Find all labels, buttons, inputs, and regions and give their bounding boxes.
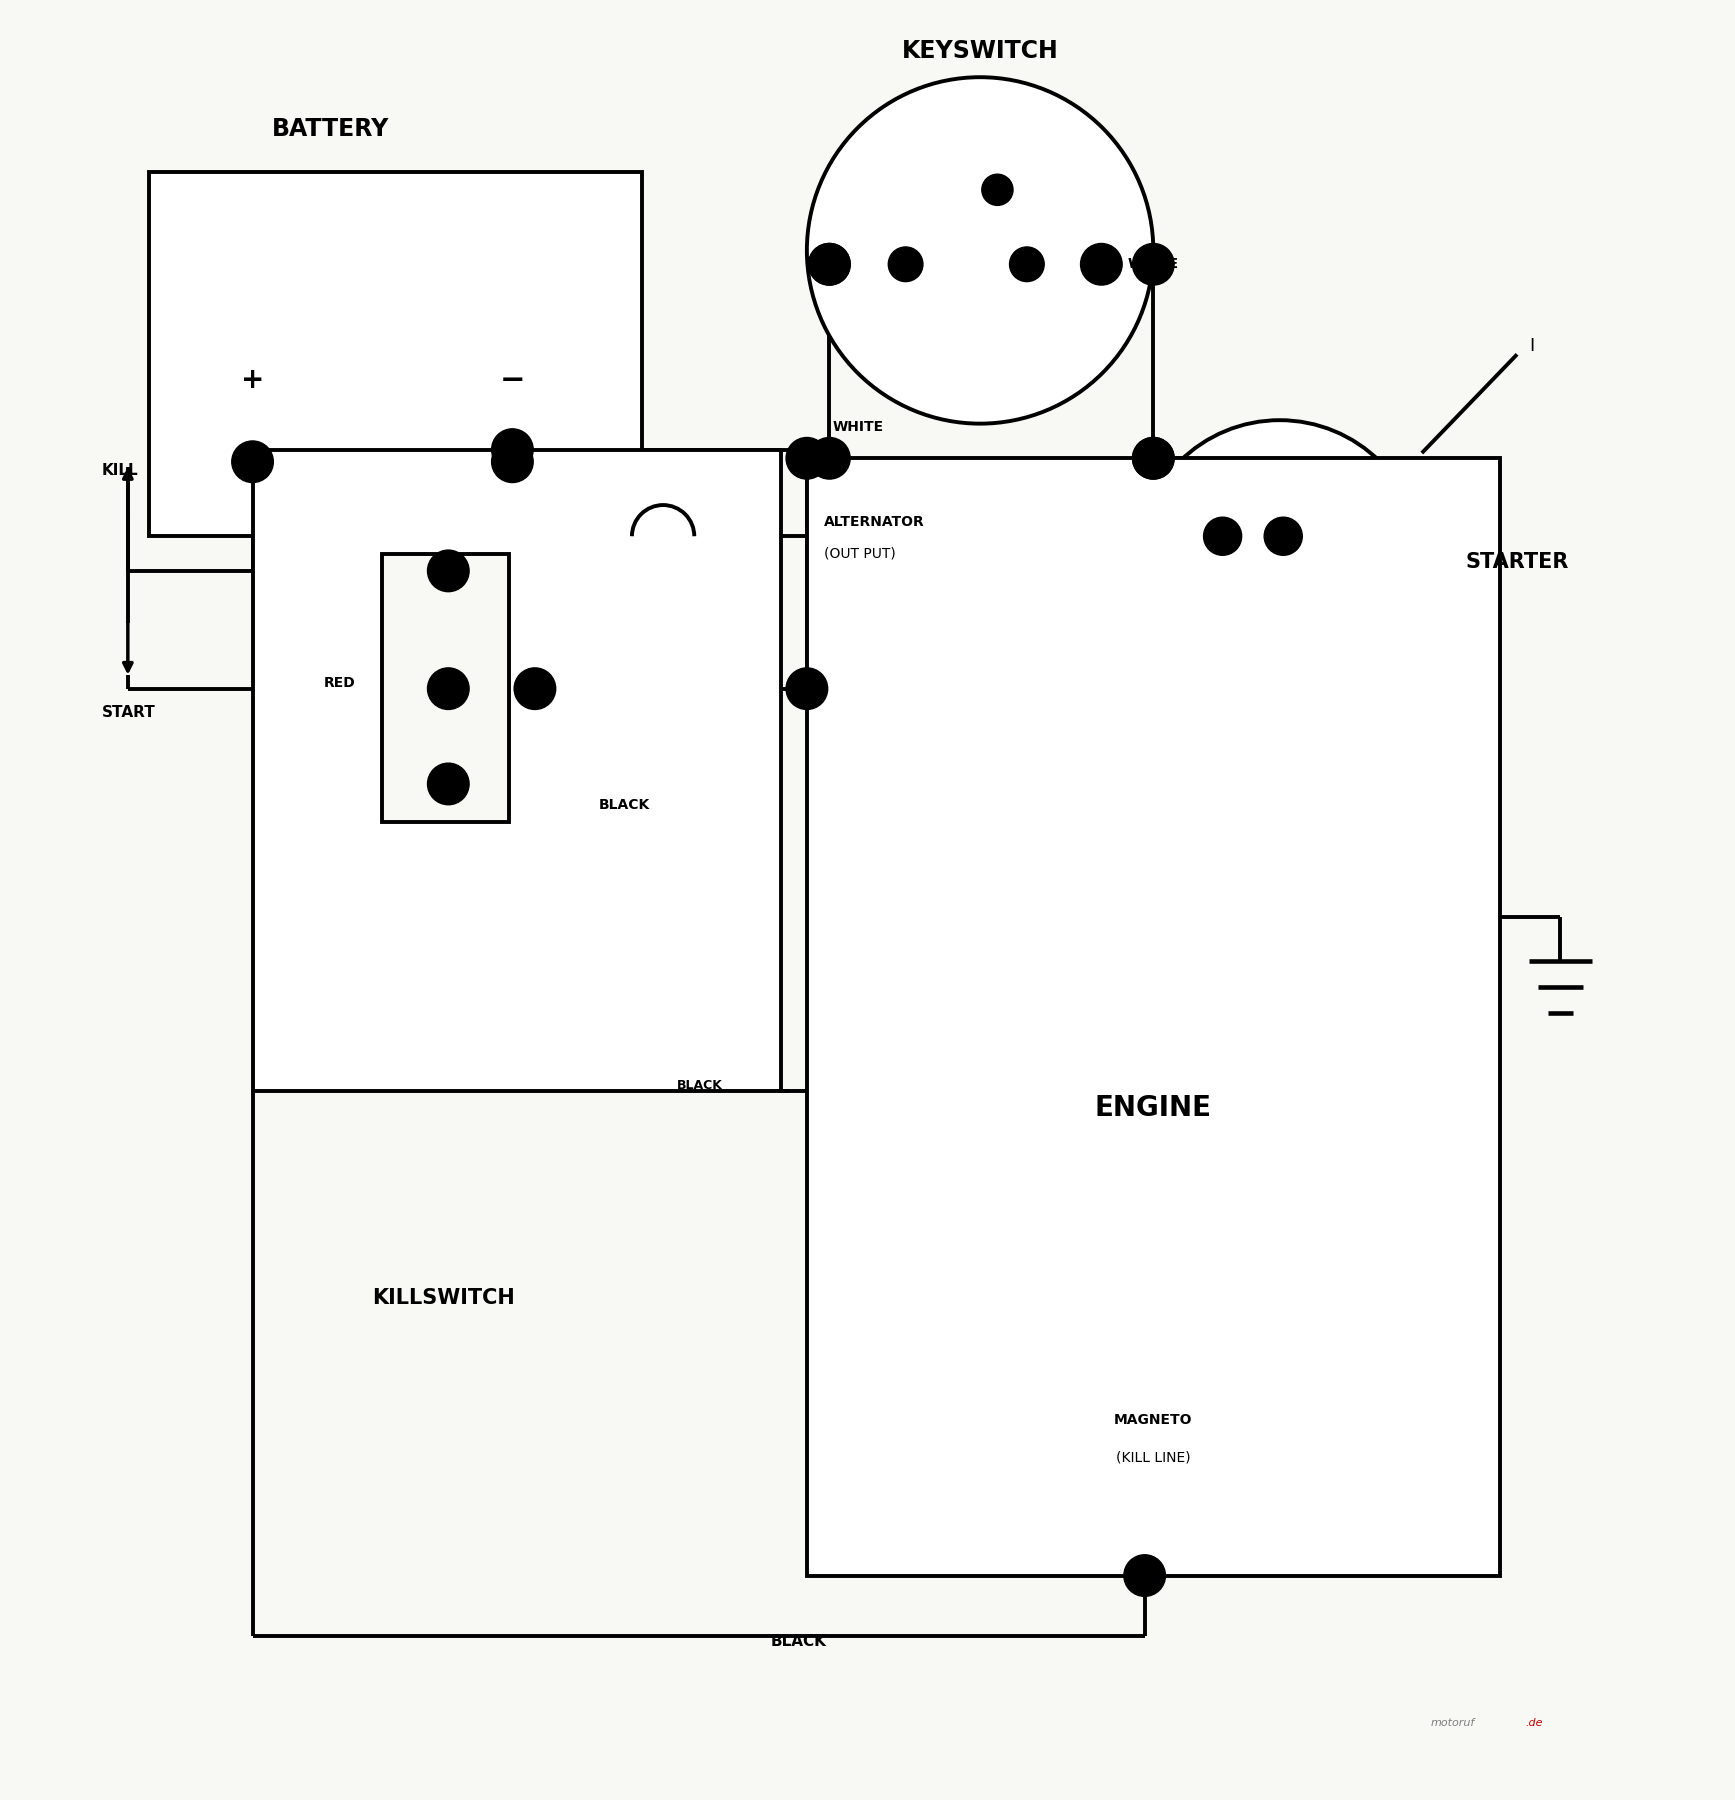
- Circle shape: [1081, 243, 1123, 284]
- Text: motoruf: motoruf: [1430, 1717, 1475, 1728]
- Text: .de: .de: [1525, 1717, 1542, 1728]
- Bar: [149, 173, 642, 536]
- Circle shape: [514, 668, 555, 709]
- Circle shape: [888, 247, 923, 281]
- Circle shape: [1133, 437, 1175, 479]
- Text: (KILL LINE): (KILL LINE): [1116, 1451, 1190, 1465]
- Text: RED: RED: [323, 677, 356, 691]
- Circle shape: [982, 175, 1013, 205]
- Circle shape: [1138, 419, 1421, 704]
- Text: WHITE: WHITE: [1128, 257, 1178, 272]
- Text: +: +: [241, 367, 264, 394]
- Text: START: START: [102, 706, 156, 720]
- Text: I: I: [1529, 337, 1534, 355]
- Text: (OUT PUT): (OUT PUT): [824, 547, 895, 560]
- Circle shape: [1204, 517, 1242, 554]
- Circle shape: [786, 437, 828, 479]
- Circle shape: [1265, 517, 1303, 554]
- Circle shape: [427, 763, 468, 805]
- Text: KILLSWITCH: KILLSWITCH: [371, 1289, 515, 1309]
- Text: BATTERY: BATTERY: [272, 117, 389, 140]
- Circle shape: [809, 243, 850, 284]
- Bar: [253, 450, 781, 1091]
- Circle shape: [1010, 247, 1044, 281]
- Text: −: −: [500, 365, 526, 394]
- Circle shape: [786, 668, 828, 709]
- Circle shape: [1133, 437, 1175, 479]
- Text: BLACK: BLACK: [599, 797, 651, 812]
- Circle shape: [491, 441, 533, 482]
- Bar: [807, 459, 1499, 1575]
- Circle shape: [427, 668, 468, 709]
- Text: KILL: KILL: [102, 463, 139, 479]
- Text: STARTER: STARTER: [1464, 553, 1568, 572]
- Text: BLACK: BLACK: [770, 1634, 826, 1649]
- Bar: [382, 554, 508, 823]
- Text: ENGINE: ENGINE: [1095, 1094, 1211, 1121]
- Circle shape: [491, 428, 533, 470]
- Text: ALTERNATOR: ALTERNATOR: [824, 515, 925, 529]
- Circle shape: [427, 551, 468, 592]
- Text: BLACK: BLACK: [677, 1078, 723, 1093]
- Text: KEYSWITCH: KEYSWITCH: [902, 40, 1058, 63]
- Circle shape: [232, 441, 274, 482]
- Circle shape: [809, 243, 850, 284]
- Circle shape: [1133, 243, 1175, 284]
- Circle shape: [1124, 1555, 1166, 1597]
- Circle shape: [809, 437, 850, 479]
- Text: WHITE: WHITE: [833, 419, 883, 434]
- Circle shape: [807, 77, 1154, 423]
- Text: MAGNETO: MAGNETO: [1114, 1413, 1192, 1427]
